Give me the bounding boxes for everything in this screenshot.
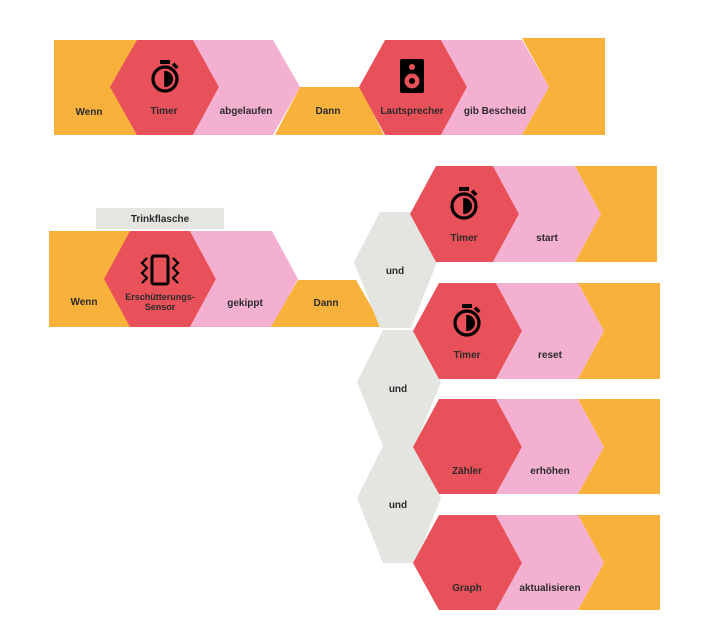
- action-block[interactable]: [496, 283, 604, 379]
- action-block[interactable]: [441, 40, 549, 135]
- trigger-device-label-line1: Erschütterungs-: [125, 292, 195, 302]
- trigger-device-block[interactable]: [110, 40, 219, 135]
- wenn-label: Wenn: [70, 297, 97, 308]
- action-block[interactable]: [496, 399, 604, 494]
- rule-end-block: [578, 399, 660, 494]
- trigger-device-label-line2: Sensor: [145, 302, 176, 312]
- trigger-event-block[interactable]: [193, 40, 300, 135]
- object-label-box[interactable]: [96, 208, 224, 229]
- dann-label: Dann: [316, 106, 341, 117]
- object-label: Trinkflasche: [131, 214, 190, 225]
- trigger-event-label: abgelaufen: [220, 106, 273, 117]
- and-connector[interactable]: [357, 330, 441, 446]
- rule-2: Trinkflasche Wenn Erschütterungs- Sensor…: [49, 166, 660, 610]
- rule-end-block: [578, 515, 660, 610]
- action-device-label: Timer: [450, 233, 477, 244]
- action-row: Timer start: [410, 166, 657, 262]
- action-block[interactable]: [493, 166, 601, 262]
- action-device-label: Graph: [452, 583, 481, 594]
- action-device-block[interactable]: [413, 399, 522, 494]
- and-label: und: [389, 500, 407, 511]
- dann-block[interactable]: [275, 87, 384, 135]
- and-connector[interactable]: [354, 212, 437, 328]
- action-device-block[interactable]: [413, 515, 522, 610]
- action-label: aktualisieren: [519, 583, 580, 594]
- action-row: Zähler erhöhen: [413, 399, 660, 494]
- action-row: Graph aktualisieren: [413, 515, 660, 610]
- wenn-label: Wenn: [75, 107, 102, 118]
- and-label: und: [386, 266, 404, 277]
- rule-end-block: [522, 38, 605, 135]
- vibration-icon: [140, 254, 180, 286]
- action-label: gib Bescheid: [464, 106, 526, 117]
- action-label: reset: [538, 350, 563, 361]
- trigger-device-block[interactable]: [104, 231, 216, 327]
- action-device-label: Timer: [453, 350, 480, 361]
- action-row: Timer reset: [413, 283, 660, 379]
- dann-block[interactable]: [271, 280, 383, 327]
- rule-1: Wenn Timer abgelaufen Dann Lautsprecher …: [54, 38, 605, 135]
- rule-end-block: [578, 283, 660, 379]
- action-label: erhöhen: [530, 466, 569, 477]
- trigger-event-label: gekippt: [227, 298, 263, 309]
- action-label: start: [536, 233, 558, 244]
- action-device-label: Zähler: [452, 466, 482, 477]
- action-device-label: Lautsprecher: [380, 106, 443, 117]
- trigger-device-label: Timer: [150, 106, 177, 117]
- and-connector[interactable]: [357, 446, 441, 563]
- action-block[interactable]: [496, 515, 604, 610]
- rule-end-block: [575, 166, 657, 262]
- speaker-icon: [400, 59, 424, 93]
- trigger-event-block[interactable]: [190, 231, 298, 327]
- and-label: und: [389, 384, 407, 395]
- dann-label: Dann: [314, 298, 339, 309]
